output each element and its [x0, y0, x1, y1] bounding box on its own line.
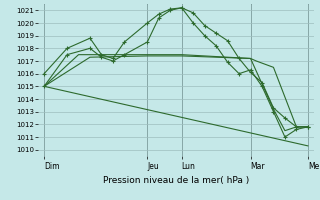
X-axis label: Pression niveau de la mer( hPa ): Pression niveau de la mer( hPa ) [103, 176, 249, 185]
